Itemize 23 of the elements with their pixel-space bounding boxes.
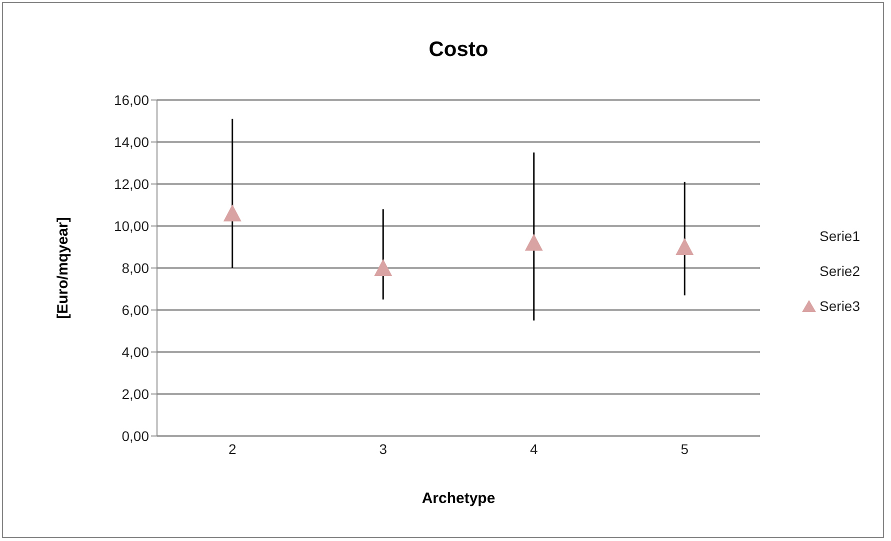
point	[524, 234, 543, 251]
y-tick-label: 4,00	[122, 344, 150, 360]
x-tick-label: 2	[228, 440, 236, 457]
y-tick-label: 0,00	[122, 428, 150, 444]
point	[676, 238, 694, 255]
y-tick-label: 8,00	[122, 260, 150, 276]
x-tick-label: 3	[379, 440, 388, 457]
y-tick-label: 6,00	[122, 302, 150, 318]
y-tick-label: 16,00	[114, 92, 150, 108]
x-tick-label: 5	[680, 440, 689, 457]
y-tick-label: 14,00	[114, 134, 150, 150]
y-tick-label: 12,00	[114, 176, 150, 192]
x-axis-title: Archetype	[420, 490, 496, 507]
y-tick-label: 10,00	[114, 218, 150, 234]
point	[223, 204, 242, 222]
chart-title: Costo	[428, 38, 490, 62]
x-tick-label: 4	[530, 440, 538, 457]
point	[374, 259, 392, 276]
y-tick-label: 2,00	[122, 386, 150, 402]
text: Serie1	[818, 226, 860, 246]
y-axis-title: [Euro/mqyear]	[54, 217, 72, 319]
legend-label: Serie3	[820, 298, 860, 314]
text: Serie2	[818, 262, 860, 280]
